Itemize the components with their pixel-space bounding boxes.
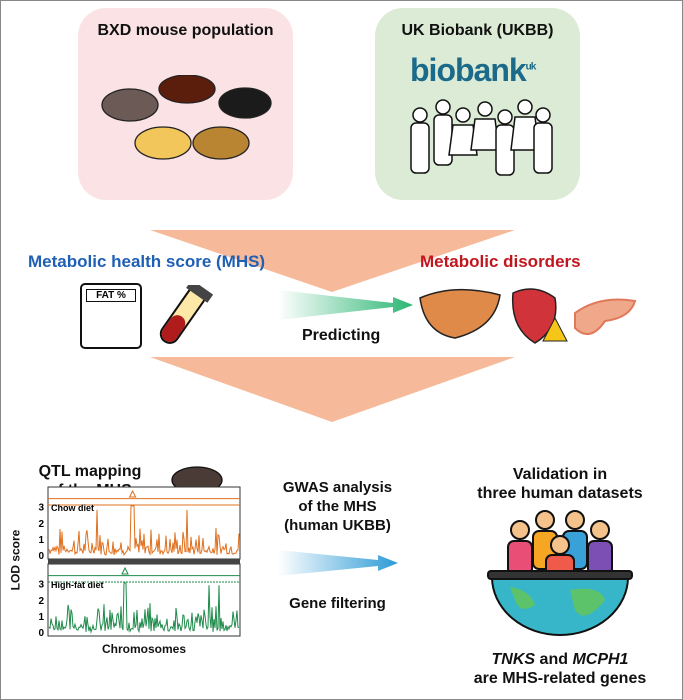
peak-arrow-marker [128, 489, 137, 498]
globe-people-icon [487, 510, 633, 636]
blood-tube-icon [159, 285, 214, 344]
gene-filtering-label: Gene filtering [289, 595, 386, 612]
gwas-line3: (human UKBB) [284, 517, 391, 534]
funnel-arrow-1 [150, 230, 515, 292]
biobank-logo-sup: uk [525, 61, 537, 73]
validation-line2: three human datasets [477, 485, 643, 502]
biobank-logo-text: biobank [410, 52, 527, 88]
panel-label: Chow diet [51, 503, 94, 513]
conclusion-line2: are MHS-related genes [473, 670, 647, 687]
biobank-logo: biobankuk [410, 52, 537, 89]
lod-tick-label: 3 [38, 580, 44, 591]
predicting-arrow [278, 290, 413, 320]
mice-illustration [101, 75, 272, 160]
calculator-display: FAT % [86, 289, 136, 302]
gwas-arrow [278, 550, 398, 576]
funnel-arrow-2 [150, 357, 515, 422]
lod-trace [48, 505, 240, 556]
people-crowd-icon [410, 99, 553, 176]
mhs-label: Metabolic health score (MHS) [28, 252, 266, 271]
calculator-icon: FAT % [80, 283, 142, 349]
lod-tick-label: 2 [38, 596, 44, 607]
organs-illustration [419, 288, 637, 344]
qtl-title-line1: QTL mapping [38, 463, 142, 480]
validation-line1: Validation in [512, 466, 608, 483]
gene-tnks: TNKS [491, 651, 536, 668]
conclusion-line1: TNKS and MCPH1 [460, 650, 660, 669]
lod-tick-label: 0 [38, 551, 44, 562]
qtl-plot: 0 1 2 3 Chow diet 0 1 2 3 High-fat diet [38, 486, 241, 639]
validation-title: Validation in three human datasets [460, 465, 660, 503]
and-text: and [535, 651, 573, 668]
panel-label: High-fat diet [51, 580, 104, 590]
lod-tick-label: 1 [38, 535, 44, 546]
predicting-label: Predicting [302, 327, 381, 344]
ukbb-title: UK Biobank (UKBB) [401, 22, 554, 39]
gwas-line1: GWAS analysis [282, 479, 393, 496]
lod-tick-label: 1 [38, 612, 44, 623]
metabolic-disorders-label: Metabolic disorders [420, 252, 581, 271]
lod-trace [48, 582, 240, 634]
peak-arrow-marker [121, 566, 129, 575]
qtl-panel-frame [47, 486, 241, 560]
lod-axis-label: LOD score [8, 529, 23, 591]
lod-tick-label: 3 [38, 503, 44, 514]
panel-divider [48, 559, 240, 564]
lod-tick-label: 2 [38, 519, 44, 530]
gwas-line2: of the MHS [298, 498, 377, 515]
lod-tick-label: 0 [38, 628, 44, 639]
conclusion-text: TNKS and MCPH1 are MHS-related genes [460, 650, 660, 688]
bxd-title: BXD mouse population [97, 22, 274, 39]
chromosomes-axis-label: Chromosomes [101, 642, 187, 656]
gwas-text: GWAS analysis of the MHS (human UKBB) [270, 478, 405, 535]
gene-mcph1: MCPH1 [572, 651, 629, 668]
